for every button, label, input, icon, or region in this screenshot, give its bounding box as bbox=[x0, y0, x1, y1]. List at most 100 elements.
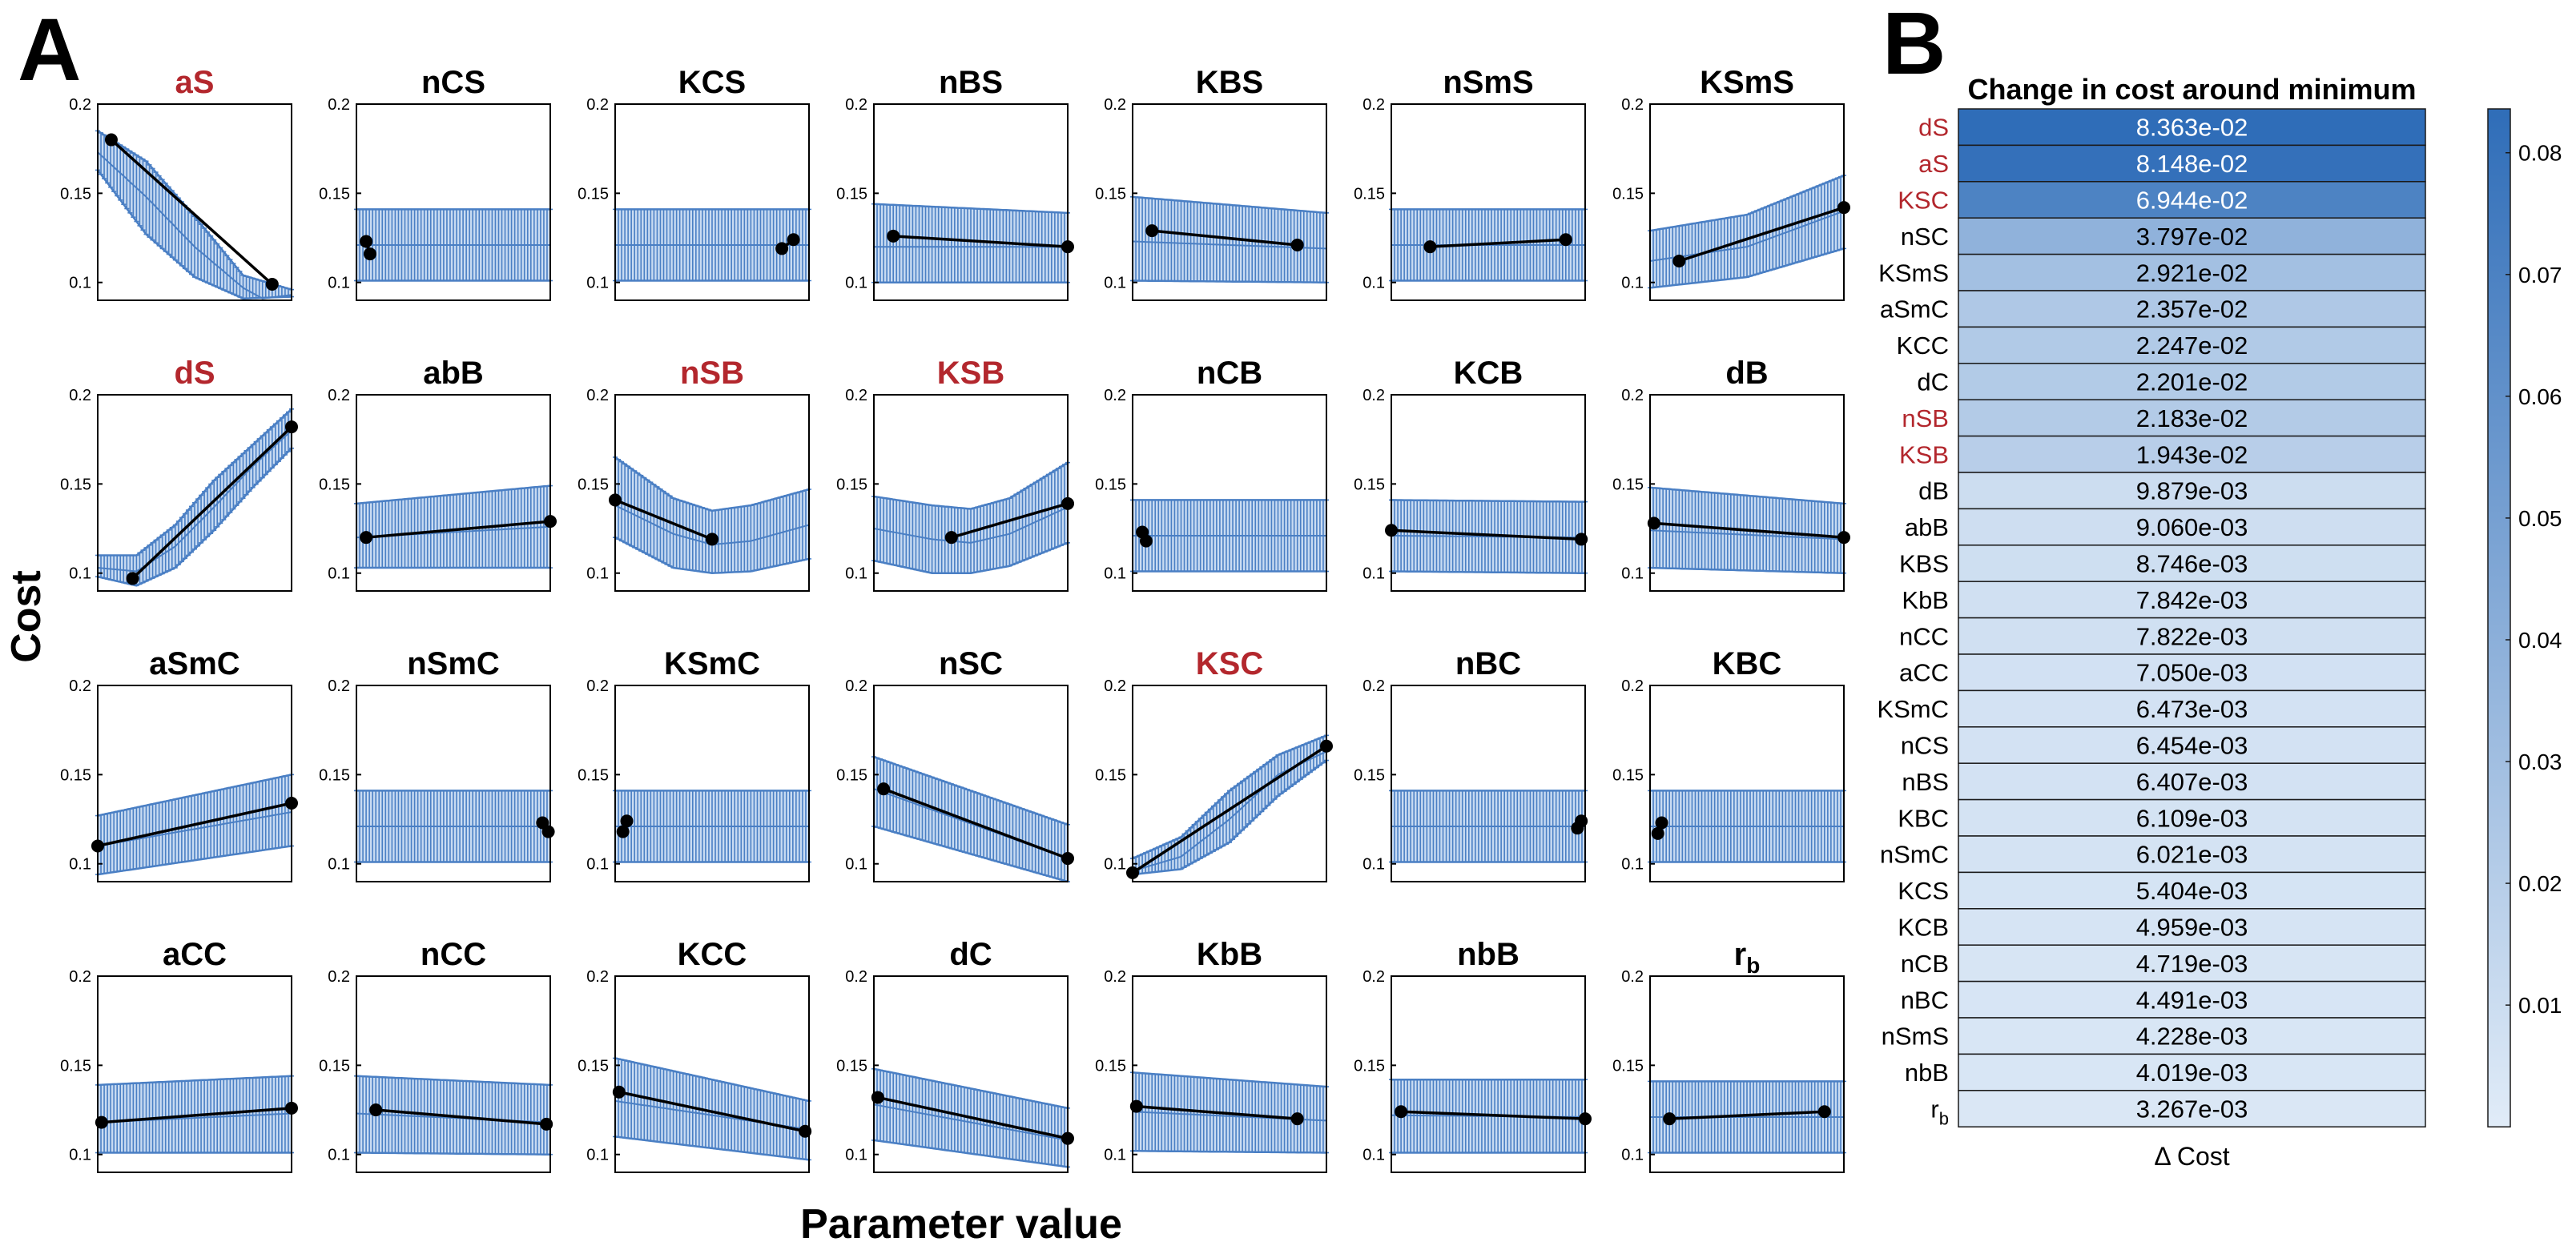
y-tick-label: 0.1 bbox=[69, 565, 91, 583]
data-point bbox=[1655, 816, 1668, 830]
subplot-nCS: nCS 0.1 0.15 0.2 bbox=[319, 65, 553, 301]
y-tick-label: 0.2 bbox=[69, 677, 91, 695]
data-point bbox=[787, 233, 800, 247]
y-tick-label: 0.15 bbox=[578, 1057, 609, 1075]
upper-bound-line bbox=[98, 408, 292, 557]
panel-label-a: A bbox=[18, 1, 81, 99]
y-tick-label: 0.1 bbox=[1104, 565, 1126, 583]
point-connector bbox=[97, 802, 292, 848]
axes-box bbox=[614, 685, 810, 882]
axes-box bbox=[356, 103, 551, 301]
data-point bbox=[265, 277, 279, 291]
y-tick-label: 0.15 bbox=[319, 1057, 350, 1075]
y-tick-label: 0.2 bbox=[328, 96, 350, 114]
point-connector bbox=[1391, 529, 1582, 541]
upper-bound-line bbox=[1391, 499, 1585, 503]
data-point bbox=[360, 235, 373, 248]
axes-box bbox=[614, 394, 810, 592]
subplot-title: KBC bbox=[1713, 646, 1782, 681]
error-bars bbox=[95, 774, 294, 875]
subplot-title: KSC bbox=[1196, 646, 1263, 681]
lower-bound-line bbox=[873, 1139, 1069, 1168]
subplot-title: abB bbox=[423, 356, 484, 391]
y-tick-label: 0.1 bbox=[845, 565, 867, 583]
axes-box bbox=[97, 394, 292, 592]
upper-bound-line bbox=[873, 203, 1069, 215]
subplot-nSmS: nSmS 0.1 0.15 0.2 bbox=[1354, 65, 1588, 301]
y-tick-label: 0.15 bbox=[319, 766, 350, 784]
data-point bbox=[369, 1103, 383, 1117]
y-tick-label: 0.15 bbox=[836, 185, 867, 203]
y-tick-label: 0.15 bbox=[1612, 476, 1644, 493]
y-tick-label: 0.2 bbox=[1621, 96, 1644, 114]
y-tick-label: 0.15 bbox=[1354, 476, 1385, 493]
subplot-title: KSmC bbox=[664, 646, 760, 681]
point-connector bbox=[376, 1108, 547, 1126]
y-tick-label: 0.2 bbox=[1621, 677, 1644, 695]
subplot-dB: dB 0.1 0.15 0.2 bbox=[1612, 356, 1850, 592]
point-connector bbox=[1678, 206, 1845, 263]
subplot-nBS: nBS 0.1 0.15 0.2 bbox=[836, 65, 1074, 301]
y-tick-label: 0.2 bbox=[1621, 387, 1644, 404]
point-connector bbox=[1152, 229, 1298, 247]
y-tick-label: 0.15 bbox=[60, 185, 91, 203]
y-tick-label: 0.1 bbox=[1104, 275, 1126, 292]
point-connector bbox=[1132, 745, 1327, 874]
y-tick-label: 0.1 bbox=[845, 856, 867, 874]
y-tick-label: 0.2 bbox=[586, 96, 609, 114]
subplot-title: nCC bbox=[421, 937, 486, 972]
upper-bound-line bbox=[1132, 195, 1327, 215]
point-connector bbox=[365, 520, 551, 539]
y-tick-label: 0.1 bbox=[586, 565, 609, 583]
upper-bound-line bbox=[873, 1067, 1069, 1110]
point-connector bbox=[618, 1091, 806, 1133]
lower-bound-line bbox=[1649, 247, 1845, 289]
axes-box bbox=[1391, 103, 1586, 301]
subplot-title: aSmC bbox=[149, 646, 239, 681]
y-tick-label: 0.15 bbox=[319, 476, 350, 493]
y-tick-label: 0.15 bbox=[319, 185, 350, 203]
y-tick-label: 0.2 bbox=[586, 677, 609, 695]
data-point bbox=[1559, 233, 1572, 247]
y-tick-label: 0.15 bbox=[578, 476, 609, 493]
subplot-nCC: nCC 0.1 0.15 0.2 bbox=[319, 937, 553, 1173]
y-tick-label: 0.15 bbox=[578, 766, 609, 784]
lower-bound-line bbox=[1649, 566, 1845, 574]
y-tick-label: 0.1 bbox=[1362, 275, 1385, 292]
y-tick-label: 0.1 bbox=[69, 1147, 91, 1164]
subplot-dS: dS 0.1 0.15 0.2 bbox=[60, 356, 298, 592]
axes-box bbox=[1391, 394, 1586, 592]
upper-bound-line bbox=[614, 456, 810, 512]
mean-line bbox=[1649, 529, 1845, 541]
upper-bound-line bbox=[1649, 486, 1845, 505]
axes-box bbox=[1649, 685, 1845, 882]
data-point bbox=[877, 782, 891, 796]
axes-box bbox=[1649, 394, 1845, 592]
y-tick-label: 0.15 bbox=[1612, 766, 1644, 784]
y-tick-label: 0.15 bbox=[836, 476, 867, 493]
data-point bbox=[1139, 534, 1153, 548]
subplot-nBC: nBC 0.1 0.15 0.2 bbox=[1354, 646, 1588, 882]
axes-box bbox=[614, 103, 810, 301]
data-point bbox=[775, 242, 789, 255]
axes-box bbox=[97, 103, 292, 301]
y-tick-label: 0.1 bbox=[328, 565, 350, 583]
subplot-title: dS bbox=[174, 356, 215, 391]
subplot-title: nSC bbox=[939, 646, 1003, 681]
axes-box bbox=[1649, 103, 1845, 301]
axes-box bbox=[873, 685, 1069, 882]
subplot-title: KCC bbox=[678, 937, 747, 972]
y-tick-label: 0.1 bbox=[1621, 856, 1644, 874]
y-tick-label: 0.2 bbox=[328, 677, 350, 695]
upper-bound-line bbox=[356, 484, 551, 505]
data-point bbox=[1651, 826, 1664, 840]
subplot-title: KCB bbox=[1454, 356, 1523, 391]
lower-bound-line bbox=[614, 537, 810, 574]
subplot-KCB: KCB 0.1 0.15 0.2 bbox=[1354, 356, 1588, 592]
lower-bound-line bbox=[97, 845, 292, 876]
data-point bbox=[620, 814, 634, 828]
data-point bbox=[616, 825, 630, 838]
axes-box bbox=[873, 103, 1069, 301]
y-tick-label: 0.2 bbox=[1104, 387, 1126, 404]
y-tick-label: 0.2 bbox=[586, 387, 609, 404]
